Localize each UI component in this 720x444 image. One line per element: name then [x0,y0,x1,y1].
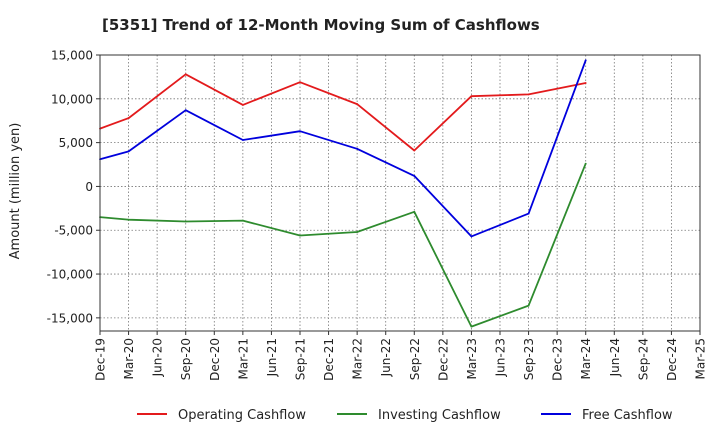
free-cashflow-point [299,130,301,133]
x-tick-label: Dec-21 [322,338,336,381]
x-tick-label: Jun-21 [265,338,279,377]
legend-label-free-cashflow: Free Cashflow [582,408,673,423]
y-tick-label: 0 [85,180,93,194]
y-tick-layer: 15,000 10,000 5,000 0 -5,000 -10,000 -15,000 [47,49,100,325]
x-tick-label: Mar-23 [465,338,479,379]
operating-cashflow-point [527,93,530,96]
operating-cashflow-point [470,95,473,98]
operating-cashflow-point [241,104,244,106]
x-tick-label: Mar-21 [236,338,250,379]
free-cashflow-point [470,235,473,238]
x-tick-label: Sep-24 [636,338,650,380]
x-tick-label: Dec-24 [665,338,679,381]
free-cashflow-point [241,139,244,141]
chart-title: [5351] Trend of 12-Month Moving Sum of C… [102,16,540,34]
legend-label-investing-cashflow: Investing Cashflow [378,408,501,423]
x-tick-layer: Dec-19 Mar-20 Jun-20 Sep-20 Dec-20 Mar-21 Jun-… [94,331,708,381]
investing-cashflow-point [356,231,359,233]
y-tick-label: 15,000 [51,49,93,63]
x-tick-label: Mar-24 [579,338,593,379]
x-tick-label: Mar-22 [351,338,365,379]
investing-cashflow-point [127,218,130,221]
free-cashflow-point [584,59,587,62]
x-tick-label: Jun-23 [494,338,508,377]
operating-cashflow-point [184,73,187,76]
free-cashflow-point [527,212,530,215]
investing-cashflow-point [241,219,244,222]
y-tick-label: -10,000 [47,268,93,282]
plot-frame [99,54,701,332]
free-cashflow-point [184,109,187,112]
series-layer [99,59,587,328]
operating-cashflow-point [299,81,301,84]
x-tick-label: Sep-23 [522,338,536,380]
investing-cashflow-line [99,163,587,328]
y-tick-label: 10,000 [51,92,93,106]
x-tick-label: Mar-20 [122,338,136,379]
operating-cashflow-point [413,149,416,152]
x-tick-label: Sep-21 [294,338,308,380]
free-cashflow-line [99,59,587,238]
operating-cashflow-line [99,73,586,152]
investing-cashflow-point [184,220,187,223]
x-tick-label: Dec-19 [94,338,108,381]
free-cashflow-point [413,175,416,177]
y-axis-label: Amount (million yen) [8,123,23,260]
operating-cashflow-point [356,103,359,105]
legend: Operating Cashflow Investing Cashflow Free… [137,408,673,423]
investing-cashflow-point [584,162,587,165]
y-tick-label: -5,000 [54,224,93,238]
x-tick-label: Mar-25 [694,338,708,379]
x-tick-label: Jun-20 [151,338,165,377]
x-tick-label: Sep-20 [179,338,193,380]
operating-cashflow-point [127,117,130,119]
x-tick-label: Jun-24 [608,338,622,377]
grid-layer [100,55,700,331]
x-tick-label: Sep-22 [408,338,422,380]
legend-label-operating-cashflow: Operating Cashflow [178,408,306,423]
x-tick-label: Dec-22 [436,338,450,381]
y-tick-label: 5,000 [59,136,93,150]
x-tick-label: Jun-22 [379,338,393,377]
investing-cashflow-point [527,304,530,307]
operating-cashflow-point [584,82,587,84]
y-tick-label: -15,000 [47,311,93,325]
investing-cashflow-point [470,325,473,328]
x-tick-label: Dec-23 [551,338,565,381]
investing-cashflow-point [413,210,416,213]
free-cashflow-point [356,147,359,150]
investing-cashflow-point [299,234,301,237]
free-cashflow-point [127,150,130,153]
x-tick-label: Dec-20 [208,338,222,381]
